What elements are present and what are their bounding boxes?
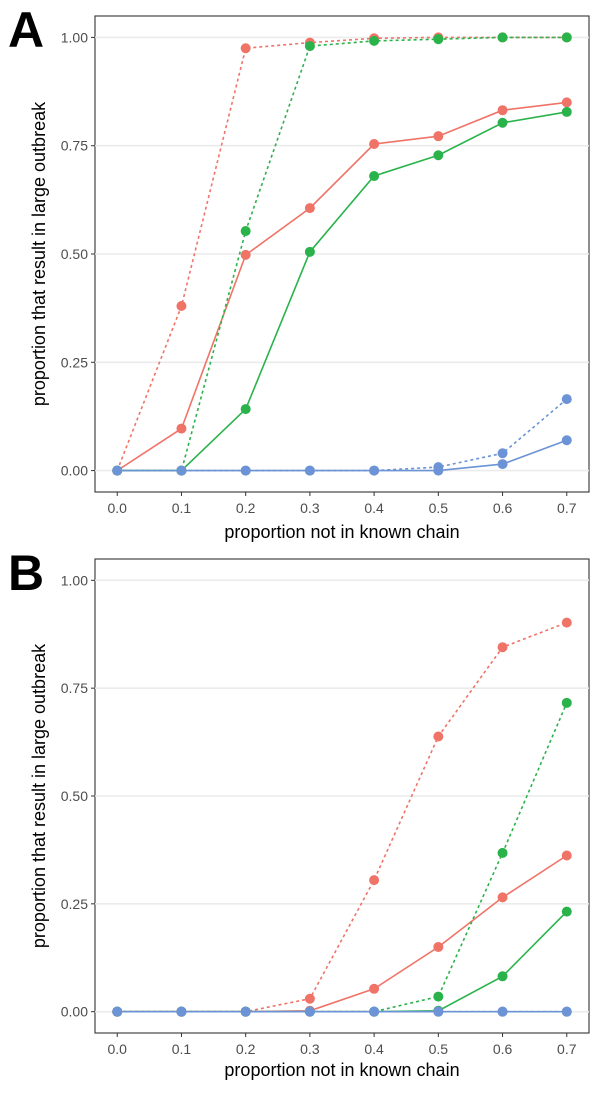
x-tick-label: 0.1 bbox=[172, 500, 192, 516]
panel-letter-b: B bbox=[8, 545, 44, 601]
series-6-point bbox=[433, 1006, 444, 1017]
series-2-point bbox=[433, 131, 444, 142]
x-tick-label: 0.7 bbox=[557, 500, 577, 516]
y-tick-label: 0.75 bbox=[61, 680, 88, 696]
x-tick-label: 0.3 bbox=[300, 1041, 320, 1057]
series-6-point bbox=[561, 1006, 572, 1017]
y-tick-label: 0.00 bbox=[61, 463, 88, 479]
series-4-point bbox=[561, 906, 572, 917]
series-5-point bbox=[561, 394, 572, 405]
series-4-point bbox=[369, 171, 380, 182]
series-1-point bbox=[497, 642, 508, 653]
series-3-point bbox=[497, 32, 508, 43]
series-1-point bbox=[240, 43, 251, 54]
x-tick-label: 0.7 bbox=[557, 1041, 577, 1057]
series-3-point bbox=[561, 697, 572, 708]
series-line-6 bbox=[117, 439, 568, 472]
series-6-point bbox=[176, 1006, 187, 1017]
series-4-point bbox=[497, 971, 508, 982]
series-6-point bbox=[304, 1006, 315, 1017]
x-tick-label: 0.2 bbox=[236, 500, 256, 516]
series-2-point bbox=[369, 983, 380, 994]
series-2-point bbox=[497, 105, 508, 116]
series-6-point bbox=[497, 459, 508, 470]
chart-panel-a: 0.00 0.25 0.50 0.75 1.00 0.0 0.1 0.2 0.3 0.4 0.5 0.… bbox=[29, 15, 590, 542]
series-3-point bbox=[561, 32, 572, 43]
series-3-point bbox=[433, 34, 444, 45]
x-tick-label: 0.2 bbox=[236, 1041, 256, 1057]
series-2-point bbox=[497, 892, 508, 903]
series-6-point bbox=[112, 1006, 123, 1017]
y-tick-label: 0.50 bbox=[61, 246, 88, 262]
series-1-point bbox=[176, 300, 187, 311]
chart-panel-b: 0.00 0.25 0.50 0.75 1.00 0.0 0.1 0.2 0.3 0.4 0.5 0.… bbox=[29, 558, 590, 1080]
y-tick-label: 0.25 bbox=[61, 354, 88, 370]
y-axis-title: proportion that result in large outbreak bbox=[29, 101, 49, 406]
series-4-point bbox=[240, 404, 251, 415]
series-4-point bbox=[561, 106, 572, 117]
panel-letter-a: A bbox=[8, 2, 44, 58]
series-2-point bbox=[304, 203, 315, 214]
series-3-point bbox=[304, 41, 315, 52]
y-tick-label: 0.25 bbox=[61, 896, 88, 912]
y-tick-label: 0.75 bbox=[61, 138, 88, 154]
series-6-point bbox=[304, 465, 315, 476]
y-tick-label: 1.00 bbox=[61, 572, 88, 588]
series-6-point bbox=[112, 465, 123, 476]
y-tick-label: 1.00 bbox=[61, 29, 88, 45]
x-tick-label: 0.6 bbox=[493, 1041, 513, 1057]
y-tick-label: 0.00 bbox=[61, 1004, 88, 1020]
y-axis-title: proportion that result in large outbreak bbox=[29, 643, 49, 948]
series-1-point bbox=[369, 875, 380, 886]
x-tick-label: 0.5 bbox=[429, 500, 449, 516]
series-3-point bbox=[433, 991, 444, 1002]
series-6-point bbox=[369, 465, 380, 476]
series-line-4 bbox=[117, 111, 567, 472]
series-2-point bbox=[561, 850, 572, 861]
series-6-point bbox=[176, 465, 187, 476]
series-2-point bbox=[240, 249, 251, 260]
x-tick-label: 0.6 bbox=[493, 500, 513, 516]
x-axis-title: proportion not in known chain bbox=[224, 522, 459, 542]
series-4-point bbox=[304, 246, 315, 257]
series-4-point bbox=[497, 117, 508, 128]
series-6-point bbox=[240, 465, 251, 476]
x-tick-label: 0.4 bbox=[364, 1041, 384, 1057]
series-2-point bbox=[561, 97, 572, 108]
series-6-point bbox=[561, 435, 572, 446]
series-2-point bbox=[369, 138, 380, 149]
series-6-point bbox=[369, 1006, 380, 1017]
x-tick-label: 0.0 bbox=[107, 1041, 127, 1057]
x-axis-title: proportion not in known chain bbox=[224, 1060, 459, 1080]
series-6-point bbox=[240, 1006, 251, 1017]
y-tick-label: 0.50 bbox=[61, 788, 88, 804]
series-1-point bbox=[561, 617, 572, 628]
series-5-point bbox=[497, 448, 508, 459]
series-6-point bbox=[433, 465, 444, 476]
series-3-point bbox=[369, 35, 380, 46]
x-tick-label: 0.1 bbox=[172, 1041, 192, 1057]
series-4-point bbox=[433, 150, 444, 161]
series-2-point bbox=[433, 941, 444, 952]
series-line-2 bbox=[116, 101, 567, 472]
x-tick-label: 0.0 bbox=[107, 500, 127, 516]
series-3-point bbox=[240, 226, 251, 237]
series-2-point bbox=[176, 423, 187, 434]
series-1-point bbox=[304, 993, 315, 1004]
x-tick-label: 0.4 bbox=[364, 500, 384, 516]
series-6-point bbox=[497, 1006, 508, 1017]
x-tick-label: 0.5 bbox=[429, 1041, 449, 1057]
series-line-3 bbox=[117, 36, 567, 472]
x-tick-label: 0.3 bbox=[300, 500, 320, 516]
series-1-point bbox=[433, 731, 444, 742]
series-3-point bbox=[497, 847, 508, 858]
